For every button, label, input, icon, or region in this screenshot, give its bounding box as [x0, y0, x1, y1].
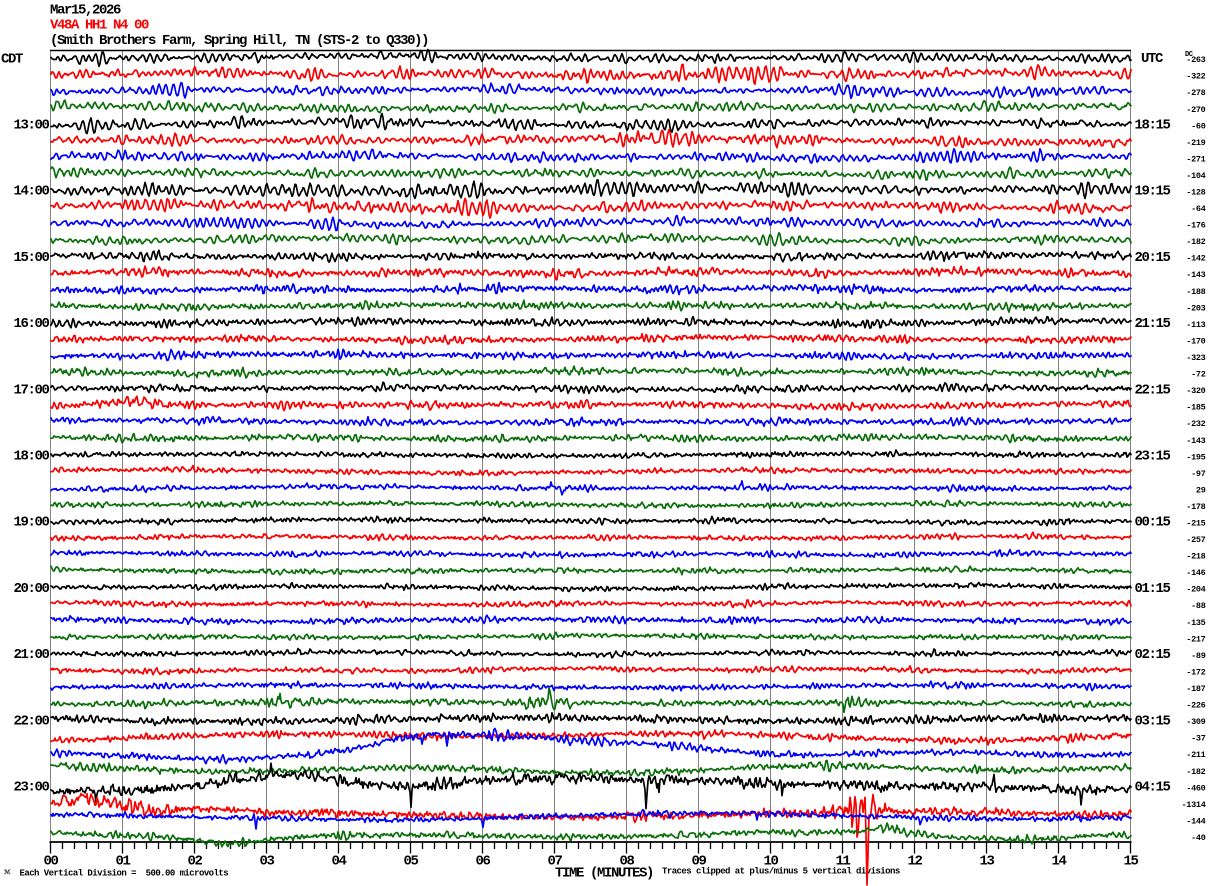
svg-text:22:00: 22:00	[13, 713, 49, 729]
svg-text:DC: DC	[1185, 51, 1193, 59]
svg-text:-128: -128	[1186, 188, 1205, 198]
svg-text:-219: -219	[1186, 138, 1205, 148]
svg-text:-144: -144	[1186, 816, 1205, 826]
svg-text:02: 02	[187, 854, 202, 870]
svg-text:00: 00	[43, 854, 58, 870]
svg-text:-60: -60	[1191, 121, 1206, 131]
svg-text:-143: -143	[1186, 436, 1205, 446]
svg-text:21:15: 21:15	[1135, 316, 1171, 332]
svg-text:08: 08	[619, 854, 634, 870]
svg-text:-104: -104	[1186, 171, 1205, 181]
svg-text:-271: -271	[1186, 154, 1205, 164]
svg-text:ℳ: ℳ	[4, 869, 11, 876]
svg-text:TIME (MINUTES): TIME (MINUTES)	[555, 866, 653, 882]
svg-text:15: 15	[1123, 854, 1138, 870]
svg-text:13:00: 13:00	[13, 118, 49, 134]
svg-text:-232: -232	[1186, 419, 1205, 429]
svg-text:14:00: 14:00	[13, 184, 49, 200]
svg-text:20:00: 20:00	[13, 581, 49, 597]
svg-text:-40: -40	[1191, 833, 1206, 843]
svg-text:03: 03	[259, 854, 274, 870]
svg-text:13: 13	[979, 854, 994, 870]
svg-text:-218: -218	[1186, 552, 1205, 562]
svg-text:-113: -113	[1186, 320, 1205, 330]
svg-text:-215: -215	[1186, 519, 1205, 529]
svg-text:-178: -178	[1186, 502, 1205, 512]
svg-text:-320: -320	[1186, 386, 1205, 396]
svg-text:-72: -72	[1191, 370, 1206, 380]
svg-text:01: 01	[115, 854, 130, 870]
svg-text:10: 10	[763, 854, 778, 870]
svg-text:-37: -37	[1191, 734, 1206, 744]
svg-text:01:15: 01:15	[1135, 581, 1171, 597]
svg-text:19:00: 19:00	[13, 515, 49, 531]
svg-text:22:15: 22:15	[1135, 382, 1171, 398]
svg-text:-203: -203	[1186, 303, 1205, 313]
svg-text:04: 04	[331, 854, 346, 870]
svg-text:-195: -195	[1186, 452, 1205, 462]
svg-text:-257: -257	[1186, 535, 1205, 545]
svg-text:-309: -309	[1186, 717, 1205, 727]
svg-text:UTC: UTC	[1141, 51, 1164, 67]
svg-text:02:15: 02:15	[1135, 647, 1171, 663]
svg-text:Each Vertical Division = 500.: Each Vertical Division = 500.00 microvol…	[20, 869, 229, 879]
svg-text:-1314: -1314	[1181, 800, 1205, 810]
svg-text:14: 14	[1051, 854, 1066, 870]
svg-text:-182: -182	[1186, 767, 1205, 777]
svg-text:-88: -88	[1191, 601, 1206, 611]
svg-text:09: 09	[691, 854, 706, 870]
svg-text:-460: -460	[1186, 783, 1205, 793]
svg-text:-322: -322	[1186, 72, 1205, 82]
svg-text:17:00: 17:00	[13, 382, 49, 398]
svg-text:21:00: 21:00	[13, 647, 49, 663]
svg-text:-146: -146	[1186, 568, 1205, 578]
svg-text:18:15: 18:15	[1135, 118, 1171, 134]
svg-text:Traces clipped at plus/minus 5: Traces clipped at plus/minus 5 vertical …	[662, 867, 900, 877]
svg-text:06: 06	[475, 854, 490, 870]
svg-text:04:15: 04:15	[1135, 780, 1171, 796]
svg-text:-211: -211	[1186, 750, 1205, 760]
svg-text:-142: -142	[1186, 254, 1205, 264]
svg-text:12: 12	[907, 854, 922, 870]
svg-text:07: 07	[547, 854, 562, 870]
svg-text:-323: -323	[1186, 353, 1205, 363]
svg-text:-187: -187	[1186, 684, 1205, 694]
svg-text:-97: -97	[1191, 469, 1206, 479]
svg-text:23:15: 23:15	[1135, 449, 1171, 465]
svg-text:03:15: 03:15	[1135, 713, 1171, 729]
svg-text:16:00: 16:00	[13, 316, 49, 332]
svg-text:-204: -204	[1186, 585, 1205, 595]
svg-text:-172: -172	[1186, 668, 1205, 678]
svg-text:-278: -278	[1186, 88, 1205, 98]
svg-text:V48A HH1 N4 00: V48A HH1 N4 00	[50, 18, 149, 34]
svg-text:-64: -64	[1191, 204, 1206, 214]
svg-text:-263: -263	[1186, 55, 1205, 65]
svg-text:-170: -170	[1186, 337, 1205, 347]
svg-text:18:00: 18:00	[13, 449, 49, 465]
svg-text:-217: -217	[1186, 634, 1205, 644]
svg-text:-188: -188	[1186, 287, 1205, 297]
svg-text:-176: -176	[1186, 221, 1205, 231]
svg-text:29: 29	[1196, 485, 1206, 495]
svg-text:-226: -226	[1186, 701, 1205, 711]
svg-text:-270: -270	[1186, 105, 1205, 115]
svg-text:15:00: 15:00	[13, 250, 49, 266]
svg-text:CDT: CDT	[1, 52, 23, 68]
svg-text:05: 05	[403, 854, 418, 870]
svg-text:20:15: 20:15	[1135, 250, 1171, 266]
svg-text:-89: -89	[1191, 651, 1206, 661]
svg-text:Mar15,2026: Mar15,2026	[50, 3, 121, 19]
svg-text:-182: -182	[1186, 237, 1205, 247]
svg-text:00:15: 00:15	[1135, 515, 1171, 531]
svg-text:-143: -143	[1186, 270, 1205, 280]
svg-text:19:15: 19:15	[1135, 184, 1171, 200]
svg-text:23:00: 23:00	[13, 780, 49, 796]
svg-text:-135: -135	[1186, 618, 1205, 628]
svg-text:11: 11	[835, 854, 850, 870]
svg-text:(Smith Brothers Farm, Spring H: (Smith Brothers Farm, Spring Hill, TN (S…	[50, 33, 428, 49]
svg-text:-185: -185	[1186, 403, 1205, 413]
